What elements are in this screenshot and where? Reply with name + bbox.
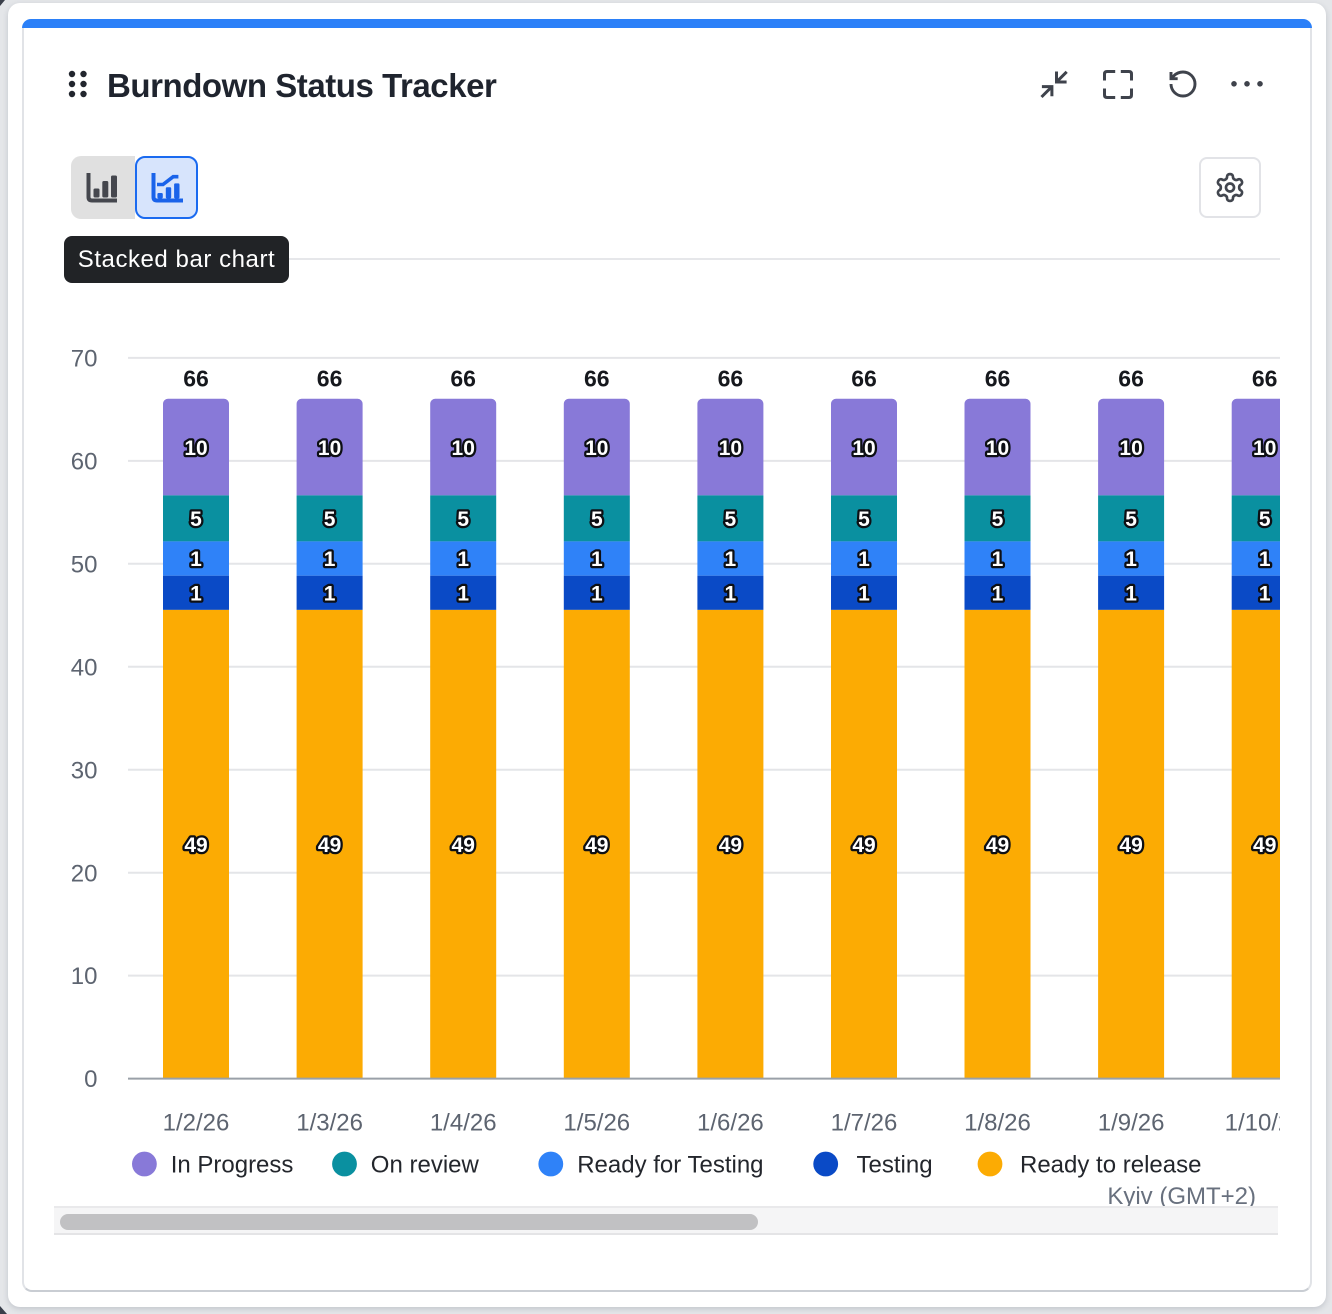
- svg-text:1/7/26: 1/7/26: [831, 1110, 898, 1137]
- svg-text:1: 1: [1125, 548, 1137, 571]
- svg-text:5: 5: [190, 508, 202, 531]
- svg-text:1: 1: [1125, 583, 1137, 606]
- svg-text:1: 1: [1259, 548, 1271, 571]
- svg-text:Testing: Testing: [857, 1152, 933, 1179]
- svg-text:5: 5: [992, 508, 1004, 531]
- svg-text:10: 10: [184, 437, 207, 460]
- svg-text:66: 66: [584, 366, 610, 392]
- svg-text:30: 30: [71, 757, 98, 784]
- svg-text:40: 40: [71, 654, 98, 681]
- svg-text:1/4/26: 1/4/26: [430, 1110, 497, 1137]
- svg-text:10: 10: [986, 437, 1009, 460]
- svg-text:On review: On review: [371, 1152, 480, 1179]
- svg-text:49: 49: [585, 834, 608, 857]
- svg-text:66: 66: [985, 366, 1011, 392]
- svg-text:0: 0: [84, 1066, 97, 1093]
- svg-text:10: 10: [318, 437, 341, 460]
- svg-text:49: 49: [452, 834, 475, 857]
- svg-text:5: 5: [725, 508, 737, 531]
- svg-text:50: 50: [71, 551, 98, 578]
- svg-text:1: 1: [190, 583, 202, 606]
- svg-text:66: 66: [718, 366, 744, 392]
- svg-text:49: 49: [852, 834, 875, 857]
- svg-text:49: 49: [1253, 834, 1276, 857]
- svg-text:66: 66: [450, 366, 476, 392]
- svg-text:66: 66: [1118, 366, 1144, 392]
- svg-text:66: 66: [317, 366, 343, 392]
- svg-text:70: 70: [71, 346, 98, 373]
- svg-text:5: 5: [457, 508, 469, 531]
- svg-text:49: 49: [719, 834, 742, 857]
- svg-text:10: 10: [1253, 437, 1276, 460]
- svg-text:10: 10: [852, 437, 875, 460]
- svg-text:20: 20: [71, 860, 98, 887]
- svg-text:1: 1: [725, 548, 737, 571]
- svg-text:1: 1: [591, 548, 603, 571]
- svg-text:10: 10: [719, 437, 742, 460]
- svg-text:1: 1: [324, 548, 336, 571]
- svg-text:1: 1: [190, 548, 202, 571]
- svg-text:5: 5: [1259, 508, 1271, 531]
- svg-text:1: 1: [324, 583, 336, 606]
- svg-text:5: 5: [324, 508, 336, 531]
- svg-text:1: 1: [858, 583, 870, 606]
- svg-text:1: 1: [457, 583, 469, 606]
- svg-text:1/3/26: 1/3/26: [296, 1110, 363, 1137]
- svg-text:1/8/26: 1/8/26: [964, 1110, 1031, 1137]
- svg-text:5: 5: [591, 508, 603, 531]
- svg-text:Ready for Testing: Ready for Testing: [577, 1152, 763, 1179]
- svg-text:66: 66: [1252, 366, 1278, 392]
- svg-text:10: 10: [585, 437, 608, 460]
- svg-text:1: 1: [858, 548, 870, 571]
- svg-text:49: 49: [184, 834, 207, 857]
- svg-text:10: 10: [71, 963, 98, 990]
- svg-text:1/10/26: 1/10/26: [1225, 1110, 1305, 1137]
- svg-text:1: 1: [591, 583, 603, 606]
- svg-text:1: 1: [457, 548, 469, 571]
- svg-text:1: 1: [1259, 583, 1271, 606]
- svg-text:1: 1: [992, 583, 1004, 606]
- svg-text:1: 1: [992, 548, 1004, 571]
- svg-text:10: 10: [452, 437, 475, 460]
- svg-text:1/9/26: 1/9/26: [1098, 1110, 1165, 1137]
- svg-text:10: 10: [1119, 437, 1142, 460]
- svg-text:Ready to release: Ready to release: [1020, 1152, 1201, 1179]
- svg-text:66: 66: [851, 366, 877, 392]
- svg-text:66: 66: [183, 366, 209, 392]
- svg-text:49: 49: [318, 834, 341, 857]
- svg-text:5: 5: [1125, 508, 1137, 531]
- svg-text:1/6/26: 1/6/26: [697, 1110, 764, 1137]
- svg-text:49: 49: [1119, 834, 1142, 857]
- svg-text:1/2/26: 1/2/26: [163, 1110, 230, 1137]
- svg-text:1: 1: [725, 583, 737, 606]
- svg-text:Kyiv (GMT+2): Kyiv (GMT+2): [1107, 1183, 1256, 1210]
- svg-text:60: 60: [71, 449, 98, 476]
- svg-text:49: 49: [986, 834, 1009, 857]
- svg-text:In Progress: In Progress: [171, 1152, 294, 1179]
- svg-text:1/5/26: 1/5/26: [563, 1110, 630, 1137]
- svg-text:5: 5: [858, 508, 870, 531]
